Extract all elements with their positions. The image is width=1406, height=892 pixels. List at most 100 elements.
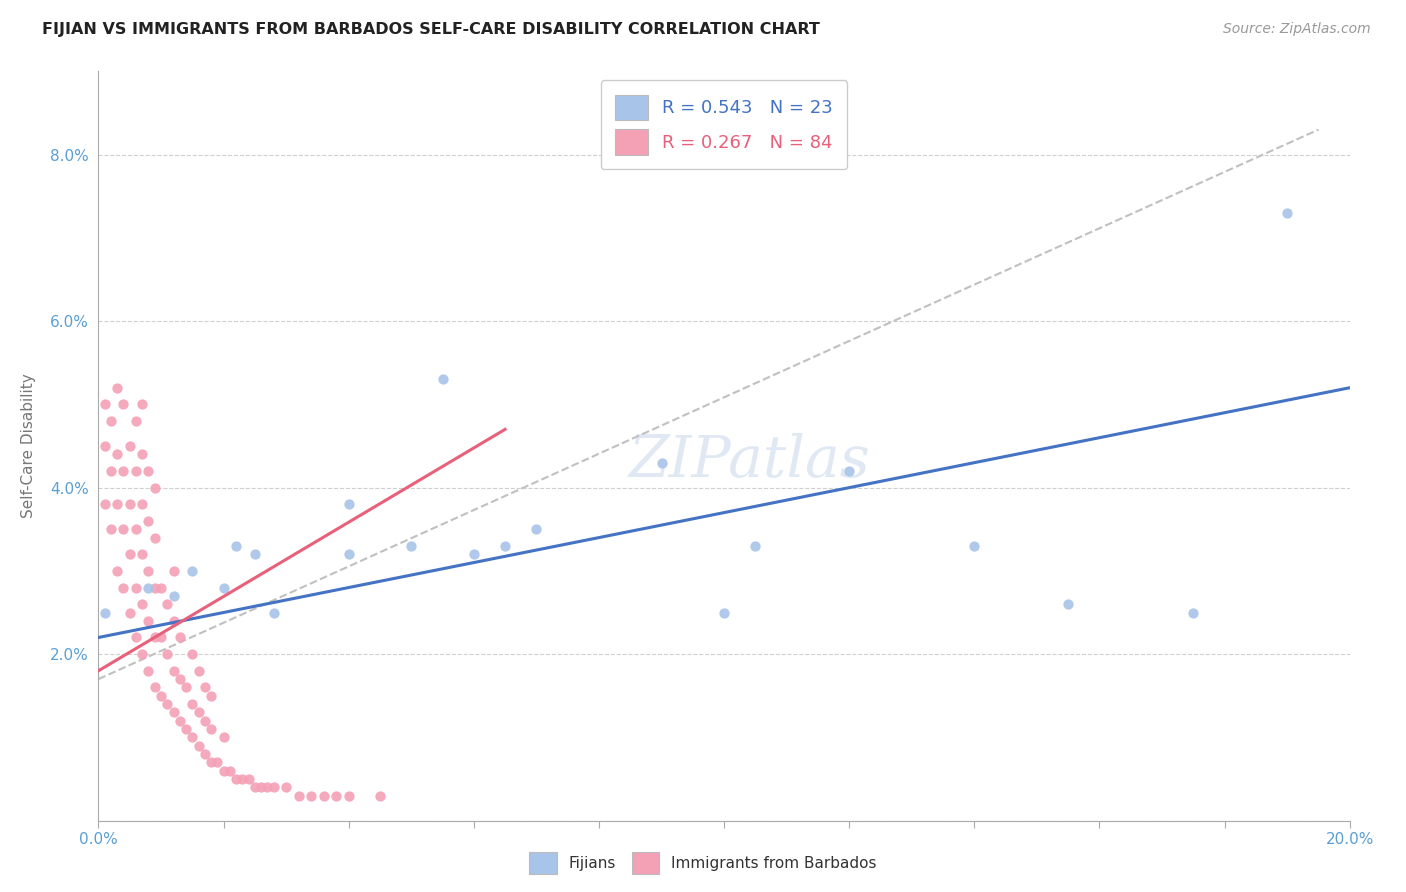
Point	[207, 756, 229, 770]
Point	[181, 697, 204, 711]
Point	[112, 464, 135, 478]
Point	[105, 381, 128, 395]
Point	[200, 689, 222, 703]
Point	[238, 772, 260, 786]
Point	[143, 631, 166, 645]
Point	[243, 780, 266, 795]
Point	[125, 581, 148, 595]
Point	[494, 539, 516, 553]
Point	[401, 539, 423, 553]
Point	[212, 764, 235, 778]
Point	[112, 581, 135, 595]
Point	[256, 780, 278, 795]
Point	[162, 589, 184, 603]
Point	[93, 439, 115, 453]
Point	[131, 547, 153, 561]
Point	[713, 606, 735, 620]
Point	[150, 689, 173, 703]
Point	[162, 614, 184, 628]
Point	[169, 714, 191, 728]
Point	[187, 664, 209, 678]
Point	[150, 631, 173, 645]
Point	[131, 397, 153, 411]
Y-axis label: Self-Care Disability: Self-Care Disability	[21, 374, 37, 518]
Point	[337, 789, 360, 803]
Point	[194, 747, 217, 761]
Point	[125, 464, 148, 478]
Point	[263, 606, 285, 620]
Point	[1182, 606, 1205, 620]
Point	[212, 731, 235, 745]
Point	[138, 664, 160, 678]
Point	[526, 522, 548, 536]
Point	[169, 672, 191, 686]
Point	[963, 539, 986, 553]
Text: ZIPatlas: ZIPatlas	[628, 433, 870, 489]
Legend: Fijians, Immigrants from Barbados: Fijians, Immigrants from Barbados	[523, 846, 883, 880]
Point	[181, 647, 204, 661]
Point	[744, 539, 766, 553]
Point	[263, 780, 285, 795]
Point	[143, 581, 166, 595]
Point	[100, 522, 122, 536]
Point	[243, 547, 266, 561]
Point	[138, 614, 160, 628]
Point	[162, 706, 184, 720]
Point	[274, 780, 298, 795]
Point	[287, 789, 309, 803]
Point	[118, 497, 141, 511]
Point	[131, 497, 153, 511]
Point	[650, 456, 672, 470]
Point	[138, 564, 160, 578]
Point	[174, 681, 197, 695]
Point	[143, 531, 166, 545]
Point	[131, 597, 153, 611]
Point	[112, 397, 135, 411]
Point	[125, 522, 148, 536]
Point	[200, 722, 222, 736]
Point	[187, 706, 209, 720]
Point	[105, 564, 128, 578]
Point	[463, 547, 485, 561]
Point	[432, 372, 454, 386]
Point	[838, 464, 860, 478]
Point	[125, 631, 148, 645]
Point	[337, 547, 360, 561]
Point	[138, 464, 160, 478]
Point	[299, 789, 322, 803]
Point	[93, 397, 115, 411]
Point	[105, 497, 128, 511]
Point	[143, 681, 166, 695]
Point	[131, 647, 153, 661]
Point	[200, 756, 222, 770]
Point	[125, 414, 148, 428]
Point	[156, 597, 179, 611]
Point	[368, 789, 391, 803]
Point	[181, 564, 204, 578]
Point	[118, 606, 141, 620]
Point	[118, 547, 141, 561]
Point	[138, 514, 160, 528]
Point	[212, 581, 235, 595]
Point	[325, 789, 347, 803]
Point	[250, 780, 273, 795]
Point	[100, 464, 122, 478]
Point	[181, 731, 204, 745]
Point	[156, 647, 179, 661]
Point	[194, 681, 217, 695]
Point	[118, 439, 141, 453]
Point	[131, 447, 153, 461]
Point	[1277, 206, 1299, 220]
Point	[169, 631, 191, 645]
Point	[312, 789, 335, 803]
Text: Source: ZipAtlas.com: Source: ZipAtlas.com	[1223, 22, 1371, 37]
Point	[156, 697, 179, 711]
Point	[1057, 597, 1080, 611]
Point	[194, 714, 217, 728]
Point	[225, 772, 247, 786]
Legend: R = 0.543   N = 23, R = 0.267   N = 84: R = 0.543 N = 23, R = 0.267 N = 84	[600, 80, 848, 169]
Point	[231, 772, 253, 786]
Point	[162, 664, 184, 678]
Point	[174, 722, 197, 736]
Point	[93, 606, 115, 620]
